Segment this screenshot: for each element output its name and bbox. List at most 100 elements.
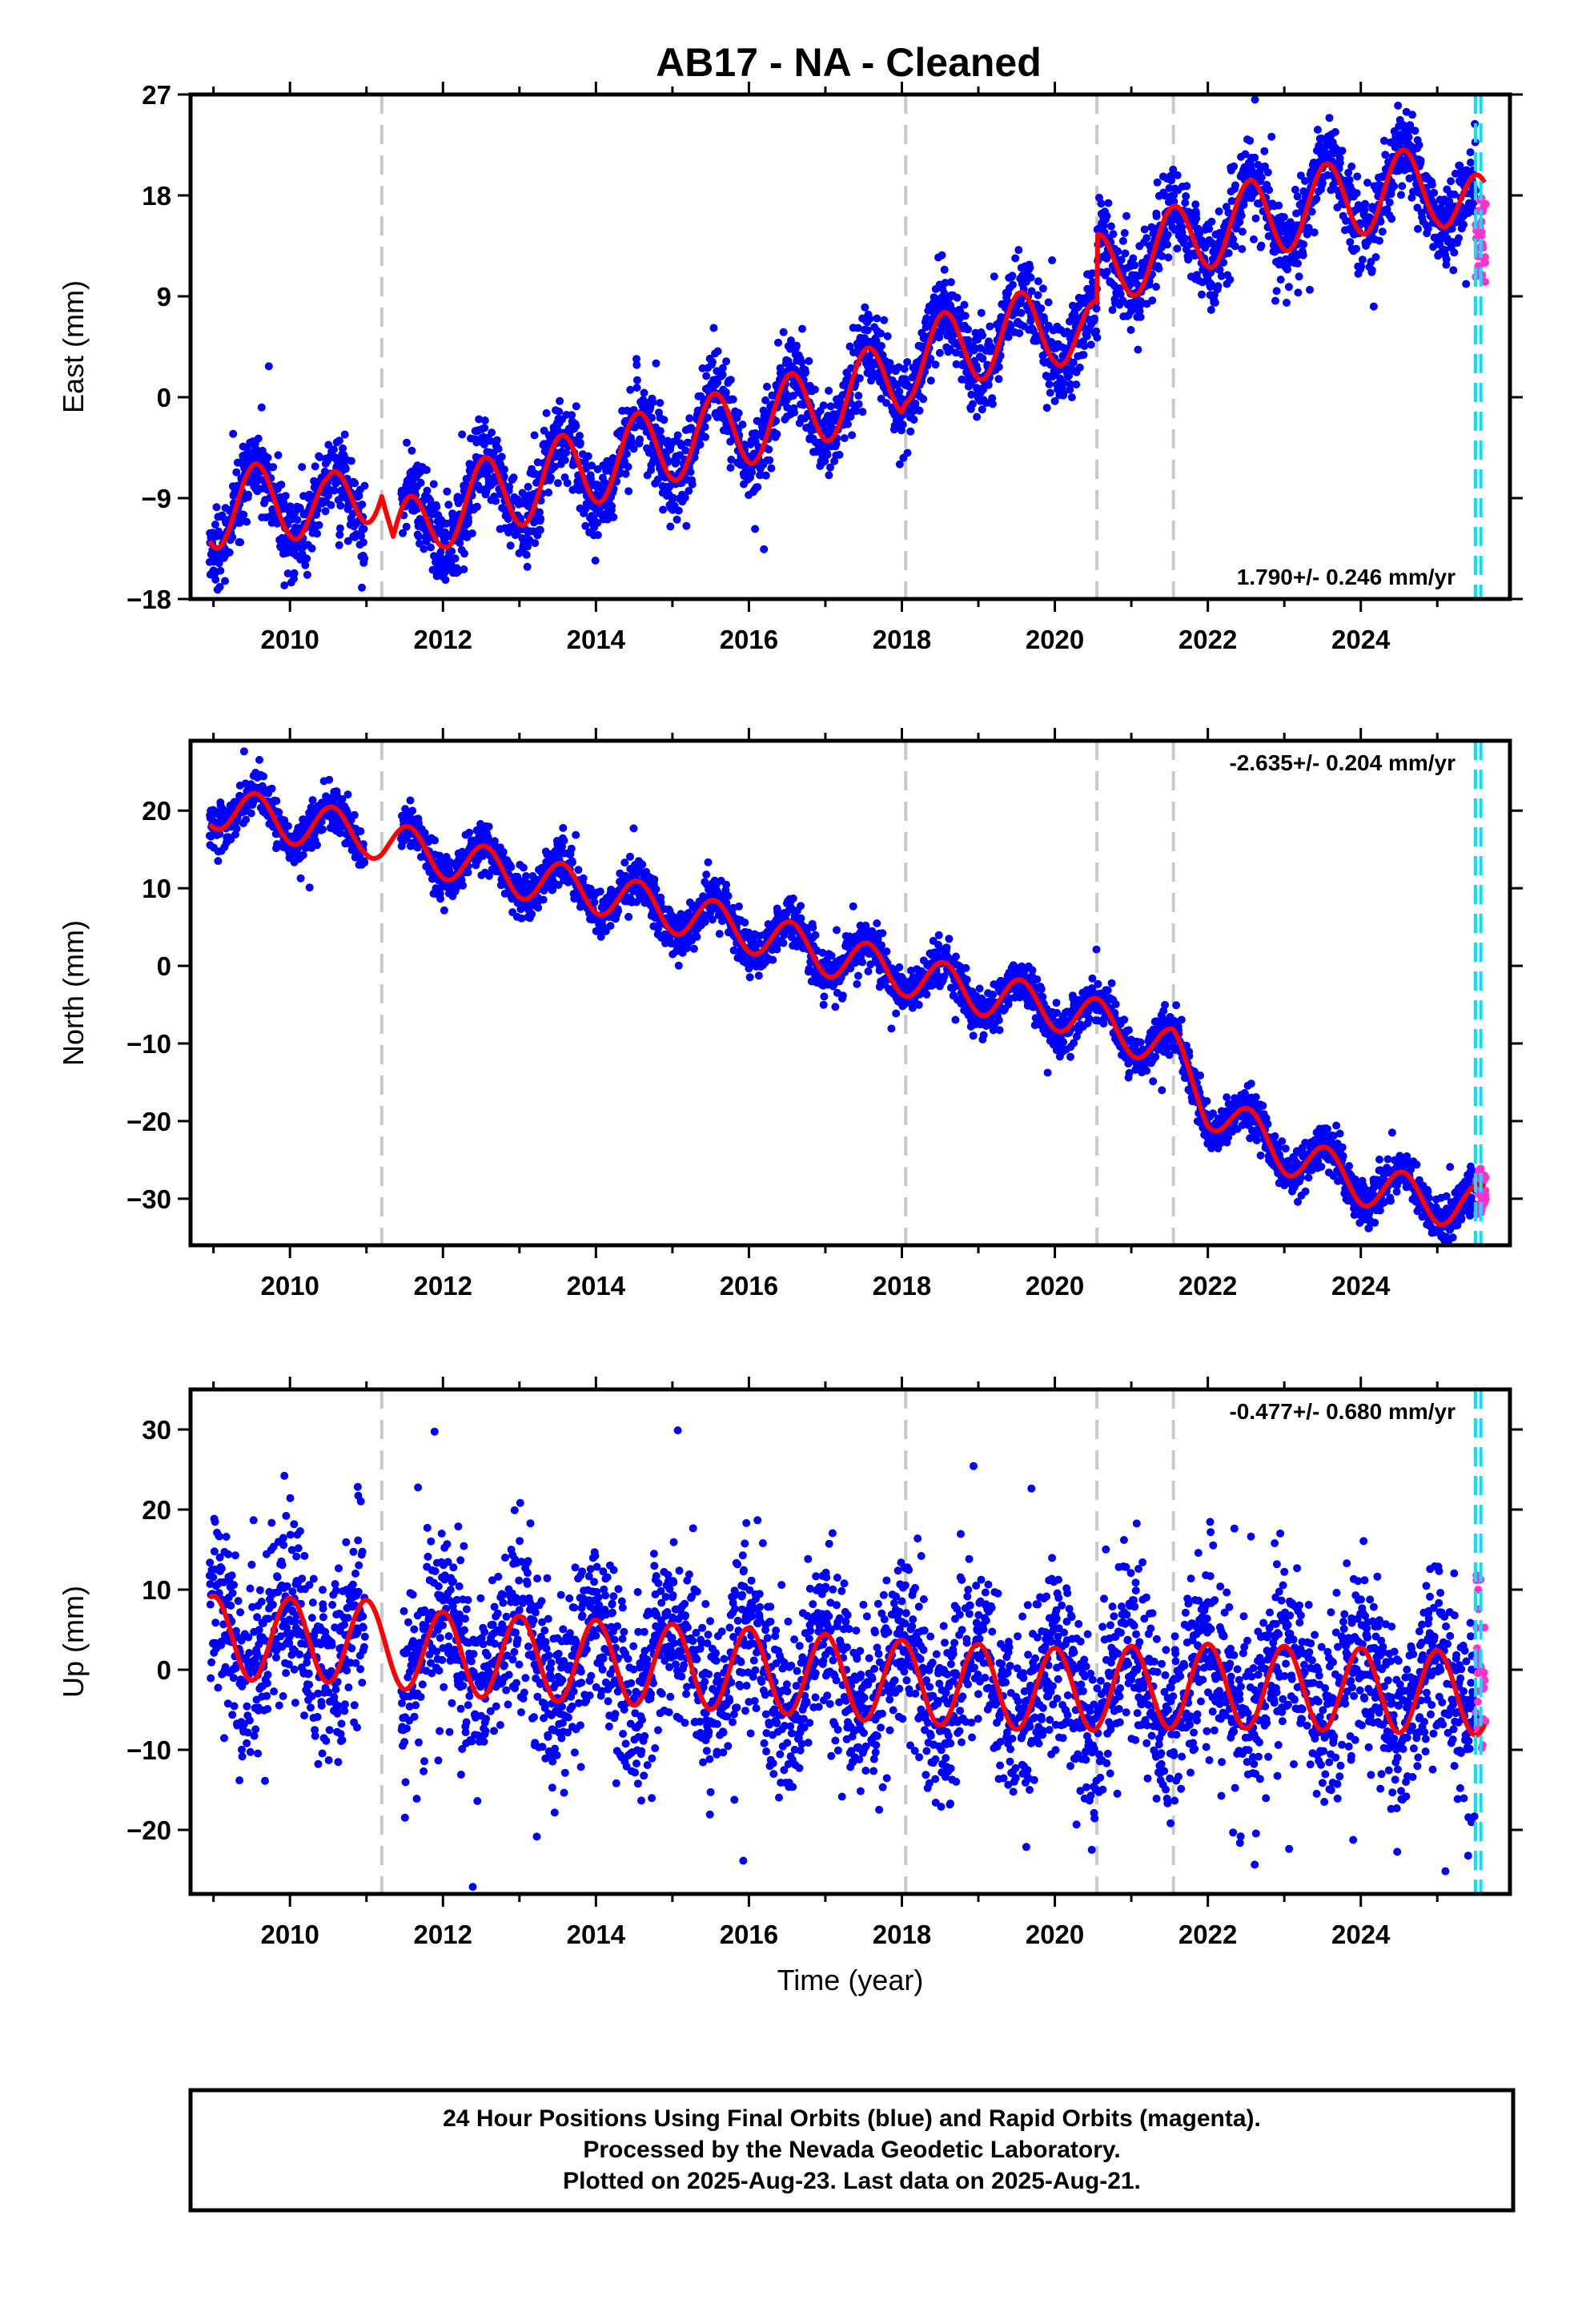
data-point	[324, 440, 333, 449]
data-point	[505, 482, 514, 491]
data-point	[622, 449, 631, 458]
data-point	[903, 358, 912, 367]
data-point	[761, 471, 770, 480]
data-point	[480, 424, 489, 432]
data-point	[1102, 211, 1111, 220]
data-point	[1347, 162, 1356, 171]
data-point	[486, 436, 495, 445]
data-point	[1090, 314, 1098, 323]
data-point	[572, 422, 580, 430]
data-point	[475, 415, 484, 424]
data-point	[492, 497, 500, 505]
data-point	[632, 384, 641, 392]
data-point	[729, 395, 737, 404]
data-point	[653, 475, 662, 484]
data-point	[1272, 287, 1281, 296]
data-point	[441, 576, 450, 585]
data-point	[1385, 198, 1394, 207]
data-point	[343, 790, 352, 799]
data-point	[1447, 177, 1456, 186]
data-point	[1375, 236, 1383, 245]
data-point	[465, 828, 474, 837]
data-point	[1088, 269, 1097, 278]
data-point	[727, 456, 736, 464]
x-tick-label: 2024	[1331, 625, 1391, 654]
data-point	[763, 382, 771, 391]
data-point	[882, 399, 891, 408]
data-point	[922, 314, 931, 323]
data-point	[935, 348, 944, 357]
data-point	[403, 438, 411, 447]
data-point	[420, 545, 428, 553]
data-point	[415, 532, 423, 541]
data-point	[443, 487, 452, 496]
data-point	[1082, 332, 1091, 340]
data-point	[408, 806, 417, 815]
data-point	[1331, 127, 1339, 136]
data-point	[327, 501, 335, 509]
data-point	[563, 479, 572, 488]
data-point	[990, 272, 998, 281]
data-point	[626, 385, 635, 394]
data-point	[1136, 312, 1145, 321]
data-point	[854, 392, 863, 400]
data-point	[536, 508, 544, 517]
data-point	[1014, 246, 1023, 255]
data-point	[319, 825, 327, 834]
data-point	[1363, 179, 1371, 187]
data-point	[259, 772, 268, 781]
data-point	[629, 824, 638, 833]
data-point	[1072, 380, 1081, 389]
data-point	[399, 529, 407, 537]
data-point	[877, 342, 885, 350]
data-point	[1367, 266, 1376, 275]
data-point	[464, 517, 473, 526]
data-point	[456, 539, 464, 548]
data-point	[1284, 283, 1293, 292]
data-point	[801, 368, 810, 377]
data-point	[1312, 195, 1321, 203]
y-tick-label: 18	[142, 181, 171, 211]
data-point	[559, 823, 568, 832]
data-point	[211, 521, 219, 529]
data-point	[1118, 296, 1127, 305]
data-point	[351, 479, 359, 488]
data-point	[436, 895, 445, 903]
data-point	[978, 331, 987, 340]
chart-title: AB17 - NA - Cleaned	[656, 40, 1042, 85]
data-point	[865, 315, 874, 323]
data-point	[572, 402, 580, 411]
data-point	[274, 451, 283, 460]
data-point	[1352, 244, 1360, 253]
data-point	[708, 358, 717, 366]
data-point	[793, 341, 801, 350]
data-point	[281, 492, 290, 501]
data-point	[713, 347, 722, 356]
data-point	[584, 452, 592, 460]
data-point	[931, 360, 940, 369]
data-point	[442, 519, 451, 528]
data-point	[826, 463, 834, 472]
data-point	[753, 483, 762, 492]
data-point	[531, 539, 540, 548]
data-point	[358, 501, 367, 509]
data-point	[741, 440, 749, 449]
data-point	[885, 359, 894, 368]
data-point	[536, 525, 544, 534]
data-point	[539, 895, 548, 904]
data-point	[1415, 141, 1423, 150]
data-point	[967, 390, 976, 399]
data-point	[1215, 207, 1223, 215]
data-point	[307, 544, 316, 553]
y-tick-label: 9	[157, 282, 171, 312]
x-tick-label: 2016	[720, 625, 778, 654]
data-point	[1009, 280, 1017, 289]
data-point	[335, 524, 344, 533]
data-point	[499, 847, 508, 856]
data-point	[709, 324, 718, 332]
data-point	[748, 468, 757, 476]
x-tick-label: 2014	[567, 625, 626, 654]
data-point	[524, 482, 532, 491]
data-point	[553, 479, 562, 488]
